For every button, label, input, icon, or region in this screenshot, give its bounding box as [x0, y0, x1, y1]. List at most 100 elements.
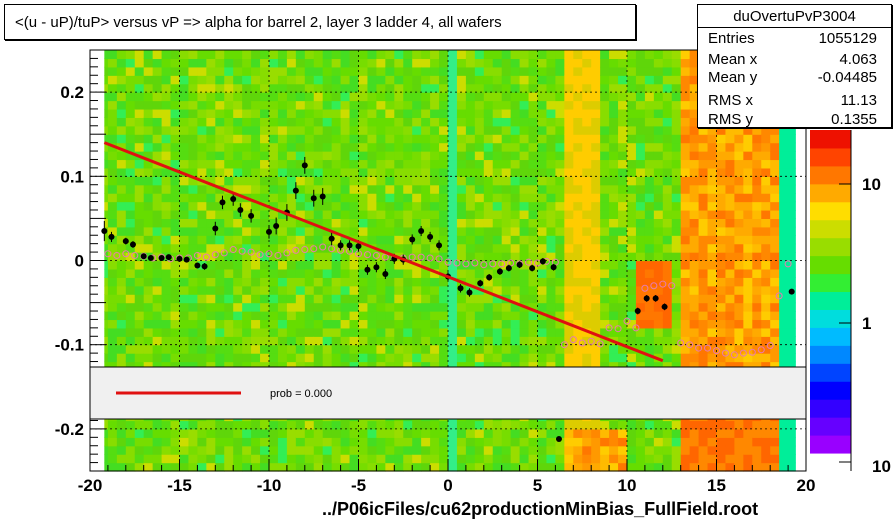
heatmap-cell — [125, 336, 136, 346]
heatmap-cell — [519, 167, 530, 177]
heatmap-cell — [600, 92, 610, 102]
heatmap-cell — [260, 302, 270, 312]
heatmap-cell — [170, 125, 181, 135]
heatmap-cell — [627, 462, 637, 472]
open-marker — [131, 251, 139, 259]
heatmap-cell — [269, 235, 279, 245]
heatmap-cell — [179, 92, 190, 102]
heatmap-cell — [376, 184, 386, 194]
heatmap-cell — [161, 327, 172, 337]
heatmap-cell — [295, 260, 306, 270]
heatmap-cell — [134, 428, 145, 438]
heatmap-cell — [152, 319, 163, 329]
heatmap-cell — [492, 176, 503, 186]
heatmap-cell — [125, 184, 136, 194]
heatmap-cell — [125, 252, 136, 262]
heatmap-cell — [269, 75, 279, 85]
heatmap-cell — [734, 428, 744, 438]
heatmap-cell — [107, 83, 118, 93]
heatmap-cell — [412, 58, 422, 68]
heatmap-cell — [358, 260, 369, 270]
heatmap-cell — [788, 428, 796, 438]
heatmap-cell — [233, 151, 243, 161]
heatmap-cell — [251, 285, 261, 295]
heatmap-cell — [465, 302, 476, 312]
heatmap-cell — [412, 100, 422, 110]
heatmap-cell — [698, 336, 709, 346]
heatmap-cell — [179, 462, 190, 472]
heatmap-cell — [188, 420, 198, 430]
heatmap-cell — [104, 437, 109, 447]
heatmap-cell — [752, 336, 762, 346]
heatmap-cell — [465, 201, 476, 211]
heatmap-cell — [358, 125, 369, 135]
heatmap-cell — [421, 159, 431, 169]
heatmap-cell — [313, 336, 324, 346]
heatmap-cell — [304, 142, 315, 152]
heatmap-cell — [743, 420, 753, 430]
heatmap-cell — [671, 243, 682, 253]
heatmap-cell — [295, 437, 306, 447]
heatmap-cell — [671, 260, 682, 270]
heatmap-cell — [421, 176, 431, 186]
heatmap-cell — [483, 159, 494, 169]
heatmap-cell — [707, 445, 718, 455]
heatmap-cell — [492, 285, 503, 295]
heatmap-cell — [528, 277, 539, 287]
heatmap-cell — [510, 277, 521, 287]
open-marker — [748, 348, 756, 356]
heatmap-cell — [152, 243, 163, 253]
heatmap-cell — [698, 151, 709, 161]
heatmap-cell — [564, 243, 574, 253]
heatmap-cell — [251, 193, 261, 203]
heatmap-cell — [116, 226, 127, 236]
heatmap-cell — [286, 277, 297, 287]
heatmap-cell — [689, 311, 700, 321]
heatmap-cell — [555, 58, 565, 68]
heatmap-cell — [537, 218, 548, 228]
heatmap-cell — [107, 226, 118, 236]
heatmap-cell — [224, 445, 234, 455]
heatmap-cell — [430, 285, 440, 295]
heatmap-cell — [233, 353, 243, 363]
heatmap-cell — [465, 428, 476, 438]
heatmap-cell — [197, 336, 207, 346]
heatmap-cell — [277, 319, 288, 329]
heatmap-cell — [331, 201, 342, 211]
heatmap-cell — [609, 209, 619, 219]
heatmap-cell — [295, 420, 306, 430]
heatmap-cell — [143, 201, 154, 211]
heatmap-cell — [322, 420, 333, 430]
heatmap-cell — [609, 50, 619, 60]
heatmap-cell — [689, 252, 700, 262]
heatmap-cell — [519, 176, 530, 186]
heatmap-cell — [609, 193, 619, 203]
heatmap-cell — [582, 134, 592, 144]
heatmap-cell — [304, 184, 315, 194]
heatmap-cell — [170, 159, 181, 169]
heatmap-cell — [304, 83, 315, 93]
heatmap-cell — [501, 151, 512, 161]
palette-band — [810, 273, 851, 293]
heatmap-cell — [653, 159, 664, 169]
heatmap-cell — [644, 201, 655, 211]
heatmap-cell — [233, 176, 243, 186]
heatmap-cell — [537, 151, 548, 161]
heatmap-cell — [179, 58, 190, 68]
heatmap-cell — [573, 327, 583, 337]
y-tick-label: 0 — [75, 252, 84, 271]
heatmap-cell — [734, 209, 744, 219]
heatmap-cell — [680, 361, 691, 371]
heatmap-cell — [385, 454, 395, 464]
heatmap-cell — [242, 437, 252, 447]
heatmap-cell — [752, 445, 762, 455]
heatmap-cell — [439, 302, 449, 312]
heatmap-cell — [671, 125, 682, 135]
heatmap-cell — [206, 336, 216, 346]
heatmap-cell — [591, 344, 601, 354]
heatmap-cell — [653, 226, 664, 236]
heatmap-cell — [600, 176, 610, 186]
heatmap-cell — [233, 108, 243, 118]
heatmap-cell — [215, 117, 225, 127]
heatmap-cell — [367, 277, 377, 287]
